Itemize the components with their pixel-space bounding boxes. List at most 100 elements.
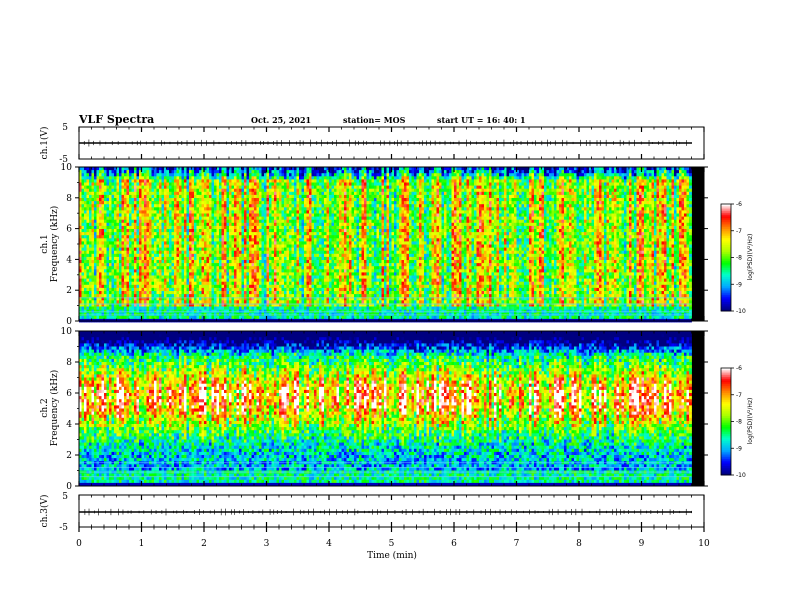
spectrogram-cell <box>306 266 310 270</box>
station-label: station= MOS <box>343 115 406 125</box>
spectrogram-cell <box>99 278 102 283</box>
spectrogram-cell <box>144 167 147 171</box>
spectrogram-cell <box>136 247 140 252</box>
spectrogram-cell <box>291 294 295 298</box>
spectrogram-cell <box>294 256 297 261</box>
spectrogram-cell <box>279 238 282 242</box>
spectrogram-cell <box>179 275 182 279</box>
spectrogram-cell <box>91 229 95 233</box>
spectrogram-cell <box>161 253 165 258</box>
spectrogram-cell <box>124 179 127 183</box>
spectrogram-cell <box>186 309 190 314</box>
spectrogram-cell <box>246 219 250 224</box>
spectrogram-cell <box>226 188 230 193</box>
spectrogram-cell <box>219 207 222 211</box>
spectrogram-cell <box>189 191 192 196</box>
spectrogram-cell <box>174 294 177 298</box>
spectrogram-cell <box>244 198 247 202</box>
spectrogram-cell <box>261 309 265 314</box>
spectrogram-cell <box>264 287 267 292</box>
spectrogram-cell <box>269 213 272 217</box>
spectrogram-cell <box>239 269 242 273</box>
spectrogram-cell <box>304 250 307 255</box>
spectrogram-cell <box>319 201 322 205</box>
spectrogram-cell <box>206 294 210 298</box>
spectrogram-cell <box>89 244 92 248</box>
spectrogram-cell <box>291 272 295 276</box>
spectrogram-cell <box>284 315 287 320</box>
spectrogram-cell <box>181 191 185 196</box>
spectrogram-cell <box>144 275 147 279</box>
spectrogram-cell <box>229 244 232 248</box>
spectrogram-cell <box>186 303 190 307</box>
spectrogram-cell <box>106 188 110 193</box>
spectrogram-cell <box>304 253 307 258</box>
spectrogram-cell <box>149 167 152 171</box>
spectrogram-cell <box>186 287 190 292</box>
spectrogram-cell <box>209 244 212 248</box>
spectrogram-cell <box>311 278 315 283</box>
spectrogram-cell <box>146 315 150 320</box>
spectrogram-cell <box>261 170 265 174</box>
spectrogram-cell <box>321 213 325 217</box>
spectrogram-cell <box>181 232 185 236</box>
spectrogram-cell <box>226 315 230 320</box>
spectrogram-cell <box>229 204 232 208</box>
spectrogram-cell <box>221 275 225 279</box>
spectrogram-cell <box>261 250 265 255</box>
spectrogram-cell <box>94 194 97 199</box>
spectrogram-cell <box>229 281 232 286</box>
spectrogram-cell <box>141 185 145 190</box>
spectrogram-cell <box>141 256 145 261</box>
spectrogram-cell <box>186 291 190 295</box>
spectrogram-cell <box>186 216 190 221</box>
spectrogram-cell <box>116 225 120 230</box>
spectrogram-cell <box>131 191 135 196</box>
spectrogram-cell <box>131 179 135 183</box>
spectrogram-cell <box>96 167 100 171</box>
spectrogram-cell <box>111 300 115 304</box>
spectrogram-cell <box>261 278 265 283</box>
spectrogram-cell <box>209 207 212 211</box>
spectrogram-cell <box>279 225 282 230</box>
spectrogram-cell <box>291 244 295 248</box>
spectrogram-cell <box>104 284 107 289</box>
spectrogram-cell <box>289 275 292 279</box>
spectrogram-cell <box>136 291 140 295</box>
spectrogram-cell <box>281 247 285 252</box>
spectrogram-cell <box>316 222 320 227</box>
spectrogram-cell <box>201 294 205 298</box>
spectrogram-cell <box>164 287 167 292</box>
spectrogram-cell <box>196 315 200 320</box>
spectrogram-cell <box>269 263 272 267</box>
spectrogram-cell <box>126 238 130 242</box>
spectrogram-cell <box>116 188 120 193</box>
spectrogram-cell <box>106 167 110 171</box>
spectrogram-cell <box>161 210 165 214</box>
spectrogram-cell <box>146 213 150 217</box>
spectrogram-cell <box>141 170 145 174</box>
spectrogram-cell <box>261 238 265 242</box>
spectrogram-cell <box>249 260 252 264</box>
spectrogram-cell <box>249 198 252 202</box>
spectrogram-cell <box>301 297 305 301</box>
spectrogram-cell <box>261 284 265 289</box>
spectrogram-cell <box>284 182 287 186</box>
spectrogram-cell <box>286 260 290 264</box>
spectrogram-cell <box>249 207 252 211</box>
spectrogram-cell <box>219 284 222 289</box>
spectrogram-cell <box>161 173 165 177</box>
spectrogram-cell <box>269 167 272 171</box>
spectrogram-cell <box>116 235 120 239</box>
spectrogram-cell <box>289 253 292 258</box>
spectrogram-cell <box>261 256 265 261</box>
spectrogram-cell <box>89 185 92 190</box>
spectrogram-cell <box>261 213 265 217</box>
spectrogram-cell <box>124 182 127 186</box>
spectrogram-cell <box>94 303 97 307</box>
spectrogram-cell <box>224 167 227 171</box>
spectrogram-cell <box>89 250 92 255</box>
spectrogram-cell <box>136 170 140 174</box>
spectrogram-cell <box>231 176 235 180</box>
